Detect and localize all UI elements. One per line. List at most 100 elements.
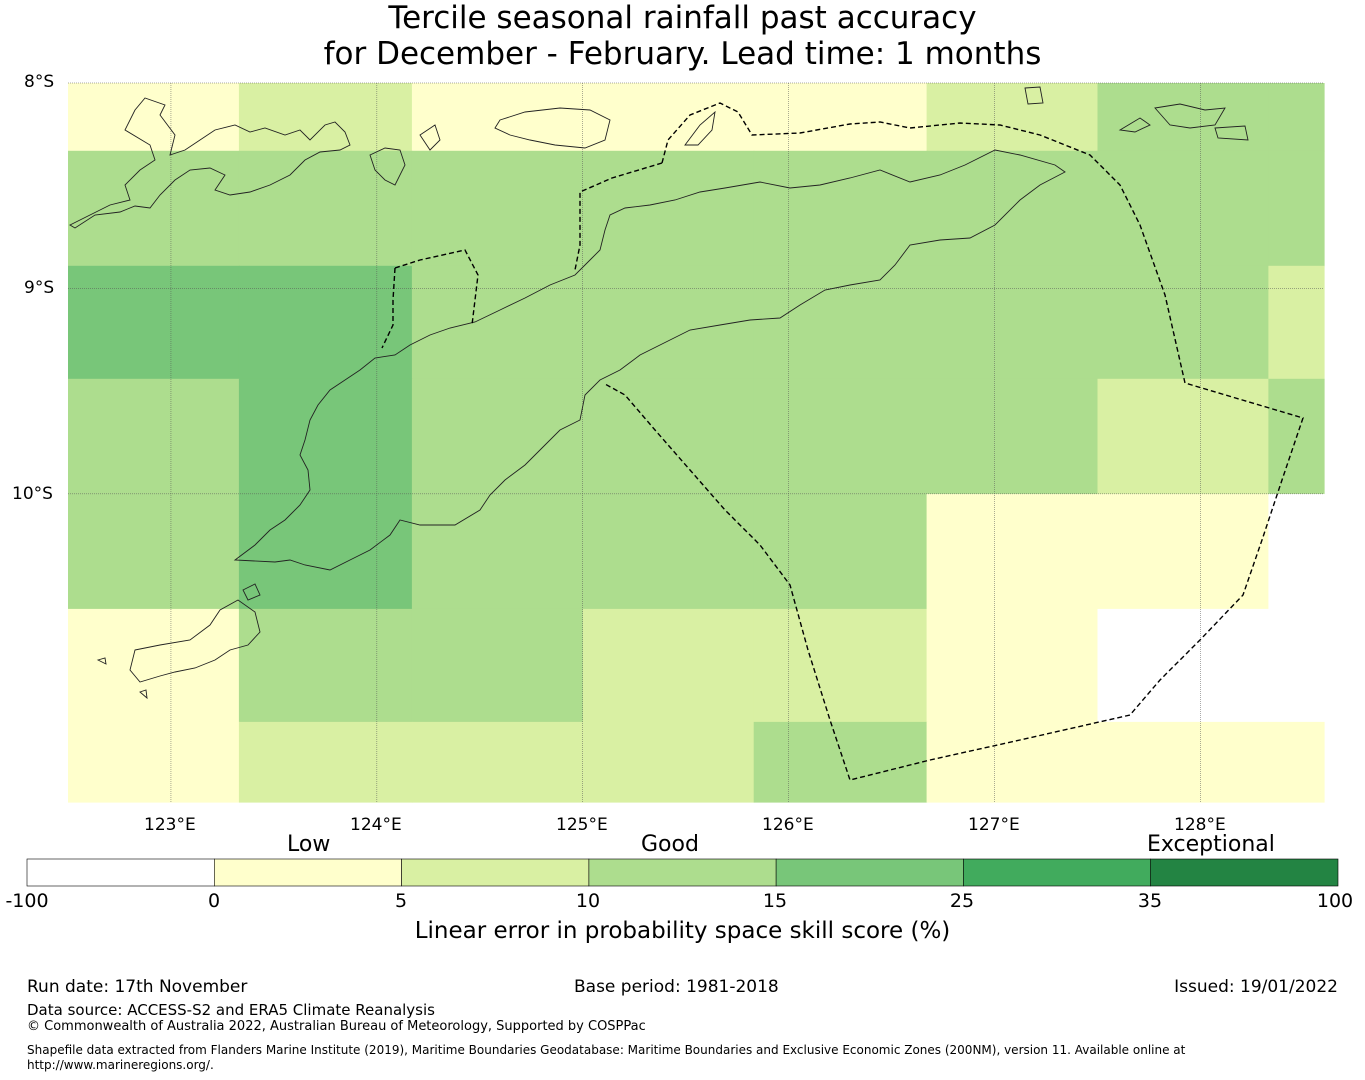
grid-cell [926, 721, 1099, 803]
copyright: © Commonwealth of Australia 2022, Austra… [27, 1019, 646, 1034]
coastline-babar-2 [1154, 103, 1226, 129]
shapefile-credit-line1: Shapefile data extracted from Flanders M… [27, 1043, 1186, 1057]
colorbar-tick-minus100: -100 [5, 890, 49, 912]
grid-cell [753, 721, 928, 803]
grid-cell [1268, 83, 1325, 152]
grid-cell [582, 265, 755, 380]
grid-cell [1097, 83, 1269, 152]
colorbar-tick-15: 15 [762, 890, 788, 912]
grid-cell [1097, 378, 1269, 495]
grid-cell [238, 378, 413, 495]
lon-label-128e: 128°E [1174, 815, 1226, 835]
grid-cell [68, 265, 240, 380]
lat-label-8s: 8°S [24, 72, 55, 92]
grid-cell [68, 608, 240, 723]
coastline-atauro [684, 110, 716, 146]
coastline-islet-a [369, 147, 406, 186]
colorbar-category-exceptional: Exceptional [1147, 832, 1275, 857]
colorbar-title: Linear error in probability space skill … [414, 918, 951, 944]
lon-label-124e: 124°E [350, 815, 402, 835]
grid-cell [1097, 608, 1269, 723]
colorbar-tick-25: 25 [949, 890, 975, 912]
grid-cell [582, 378, 755, 495]
grid-cell [926, 608, 1099, 723]
coastline-islet-d [96, 657, 107, 665]
grid-cell [1097, 493, 1269, 610]
grid-cell [411, 608, 584, 723]
grid-cell [1268, 721, 1325, 803]
grid-cell [1097, 721, 1269, 803]
colorbar-swatch [214, 858, 402, 887]
grid-cell [238, 493, 413, 610]
issued-date: Issued: 19/01/2022 [1174, 977, 1338, 997]
grid-cell [753, 608, 928, 723]
colorbar-category-low: Low [287, 832, 331, 857]
grid-cell [582, 608, 755, 723]
grid-cell [411, 83, 584, 152]
lon-label-127e: 127°E [968, 815, 1020, 835]
chart-title-line1: Tercile seasonal rainfall past accuracy [388, 0, 977, 36]
grid-cell [68, 83, 240, 152]
data-source: Data source: ACCESS-S2 and ERA5 Climate … [27, 1001, 435, 1019]
grid-cell [753, 83, 928, 152]
grid-cell [238, 150, 413, 267]
grid-cell [238, 83, 413, 152]
colorbar-tick-5: 5 [394, 890, 408, 912]
grid-cell [926, 83, 1099, 152]
eez-boundary-north [574, 162, 663, 271]
colorbar-tick-0: 0 [207, 890, 221, 912]
coastline-babar [1118, 117, 1151, 133]
grid-cell [238, 721, 413, 803]
run-date: Run date: 17th November [27, 977, 248, 997]
lat-label-9s: 9°S [24, 278, 55, 298]
lon-label-123e: 123°E [144, 815, 196, 835]
grid-cell [411, 265, 584, 380]
colorbar-tick-10: 10 [575, 890, 601, 912]
eez-boundary-timor-leste [604, 102, 1304, 781]
colorbar-tick-35: 35 [1137, 890, 1163, 912]
coastline-rote [129, 599, 261, 683]
grid-cell [582, 493, 755, 610]
grid-cell [582, 83, 755, 152]
grid-cell [753, 493, 928, 610]
eez-boundary-oecusse [394, 249, 479, 326]
grid-cell [1268, 493, 1325, 610]
skill-grid-cells [68, 83, 1325, 803]
coastline-islet-c [1024, 86, 1044, 105]
grid-cell [1268, 265, 1325, 380]
coastline-islet-e [139, 689, 148, 700]
coastlines [69, 86, 1249, 700]
grid-cell [1097, 265, 1269, 380]
grid-cell [753, 150, 928, 267]
coastline-alor [69, 97, 351, 229]
grid-cell [926, 265, 1099, 380]
eez-boundary [381, 102, 1304, 781]
coastline-timor [233, 149, 1066, 571]
grid-cell [238, 265, 413, 380]
coastline-islet-b [419, 124, 441, 151]
colorbar-swatch [1150, 858, 1339, 887]
grid-cell [1268, 150, 1325, 267]
coastline-wetar [494, 107, 611, 149]
grid-cell [238, 608, 413, 723]
grid-cell [582, 150, 755, 267]
colorbar-category-good: Good [641, 832, 699, 857]
coastline-babar-3 [1214, 125, 1249, 141]
grid-cell [411, 721, 584, 803]
colorbar [26, 858, 1339, 887]
colorbar-swatch [963, 858, 1152, 887]
grid-cell [753, 265, 928, 380]
grid-cell [68, 378, 240, 495]
shapefile-credit-line2: http://www.marineregions.org/. [27, 1058, 214, 1072]
coastline-semau [242, 583, 261, 601]
eez-boundary-oecusse-2 [381, 267, 396, 349]
colorbar-tick-100: 100 [1316, 890, 1354, 912]
grid-cell [411, 378, 584, 495]
grid-cell [68, 150, 240, 267]
grid-cell [68, 493, 240, 610]
grid-cell [926, 378, 1099, 495]
grid-cell [68, 721, 240, 803]
grid-cell [411, 493, 584, 610]
grid-cell [926, 150, 1099, 267]
